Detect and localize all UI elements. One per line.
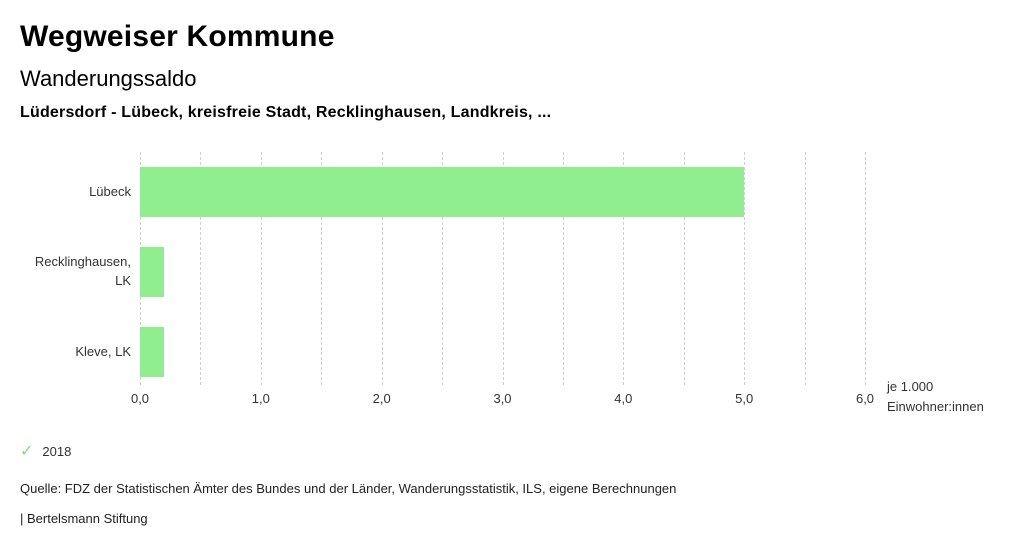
x-tick-label: 3,0 <box>493 391 512 406</box>
axis-unit-label: je 1.000 Einwohner:innen <box>887 377 984 417</box>
gridline <box>321 152 323 385</box>
axis-unit-line2: Einwohner:innen <box>887 399 984 414</box>
category-label: Kleve, LK <box>75 343 131 359</box>
attribution-text: | Bertelsmann Stiftung <box>20 511 148 526</box>
bar-kleve-lk[interactable] <box>140 327 165 377</box>
gridline <box>562 152 564 385</box>
gridline <box>442 152 444 385</box>
category-label: Recklinghausen, LK <box>34 254 131 288</box>
axis-unit-line1: je 1.000 <box>887 379 934 394</box>
source-text: Quelle: FDZ der Statistischen Ämter des … <box>20 481 677 496</box>
plot-area: 0,0 1,0 2,0 3,0 4,0 5,0 6,0 <box>131 152 874 406</box>
gridline <box>381 152 383 385</box>
x-tick-label: 2,0 <box>372 391 391 406</box>
gridline <box>683 152 685 385</box>
gridline <box>260 152 262 385</box>
bar-l-beck[interactable] <box>140 167 745 217</box>
chart-title: Wanderungssaldo <box>20 66 197 91</box>
gridline <box>865 152 866 385</box>
category-label: Lübeck <box>89 183 131 199</box>
x-tick-label: 4,0 <box>614 391 633 406</box>
bar-recklinghausen-lk[interactable] <box>140 247 165 297</box>
gridline <box>623 152 625 385</box>
legend-label: 2018 <box>42 443 72 459</box>
page-title: Wegweiser Kommune <box>20 20 335 53</box>
legend-item-2018[interactable]: ✓ 2018 <box>20 441 71 461</box>
x-tick-label: 5,0 <box>735 391 754 406</box>
category-labels: Lübeck Recklinghausen, LK Kleve, LK <box>16 152 131 392</box>
x-tick-label: 1,0 <box>251 391 270 406</box>
chart-context-line: Lüdersdorf - Lübeck, kreisfreie Stadt, R… <box>20 104 552 121</box>
gridline <box>502 152 504 385</box>
check-icon: ✓ <box>20 443 34 460</box>
gridline <box>744 152 746 385</box>
gridline <box>804 152 806 385</box>
x-tick-label: 0,0 <box>130 391 150 406</box>
x-tick-label: 6,0 <box>855 391 875 406</box>
gridline <box>200 152 202 385</box>
